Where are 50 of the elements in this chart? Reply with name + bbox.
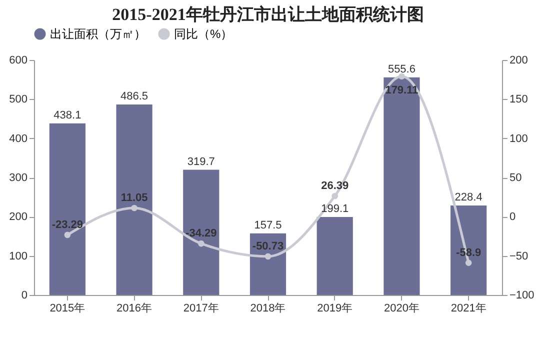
point — [198, 240, 204, 247]
data-label: 486.5 — [120, 90, 148, 102]
y-tick-label: 400 — [9, 132, 28, 145]
y2-tick-label: 150 — [510, 94, 528, 106]
data-label: 157.5 — [254, 219, 282, 232]
bar — [450, 206, 487, 295]
x-tick-label: 2019年 — [317, 302, 353, 314]
y2-tick-label: 100 — [510, 132, 528, 145]
legend-label: 同比（%） — [174, 27, 233, 41]
bar — [250, 233, 286, 295]
x-tick-label: 2021年 — [450, 302, 486, 314]
point — [264, 253, 272, 260]
y-tick-label: 500 — [9, 94, 28, 106]
bar — [316, 217, 353, 295]
x-tick-label: 2017年 — [183, 302, 219, 314]
legend-label: 出让面积（万㎡） — [50, 27, 146, 41]
data-label: -23.29 — [52, 218, 84, 231]
bar — [116, 104, 152, 295]
x-tick-label: 2016年 — [116, 302, 152, 314]
data-label: 438.1 — [54, 109, 82, 122]
x-tick-label: 2020年 — [384, 302, 420, 314]
data-label: -34.29 — [186, 228, 217, 240]
y-tick-label: 600 — [9, 54, 28, 66]
data-label: 555.6 — [388, 63, 416, 76]
x-tick-label: 2018年 — [250, 302, 286, 314]
y-tick-label: 100 — [9, 250, 28, 262]
chart-title: 2015-2021年牡丹江市出让土地面积统计图 — [112, 5, 424, 24]
data-label: 199.1 — [321, 203, 349, 216]
y2-tick-label: 200 — [510, 54, 528, 66]
data-label: 319.7 — [187, 156, 215, 168]
data-label: 11.05 — [120, 192, 148, 204]
x-tick-label: 2015年 — [50, 302, 86, 314]
y2-tick-label: −50 — [510, 250, 528, 262]
y-tick-label: 200 — [9, 211, 28, 224]
y-tick-label: 0 — [21, 290, 28, 302]
y2-tick-label: −100 — [510, 290, 534, 302]
y2-tick-label: 0 — [510, 211, 516, 224]
point — [398, 73, 405, 80]
point — [64, 232, 71, 238]
y-tick-label: 300 — [9, 172, 28, 184]
bar — [183, 170, 220, 295]
data-label: 26.39 — [321, 180, 349, 192]
data-label: -50.73 — [252, 240, 284, 252]
y2-tick-label: 50 — [510, 172, 522, 184]
data-label: 228.4 — [454, 192, 482, 204]
point — [465, 260, 472, 266]
bar — [384, 77, 420, 295]
point — [131, 204, 138, 212]
point — [332, 192, 338, 200]
bar — [49, 123, 86, 295]
